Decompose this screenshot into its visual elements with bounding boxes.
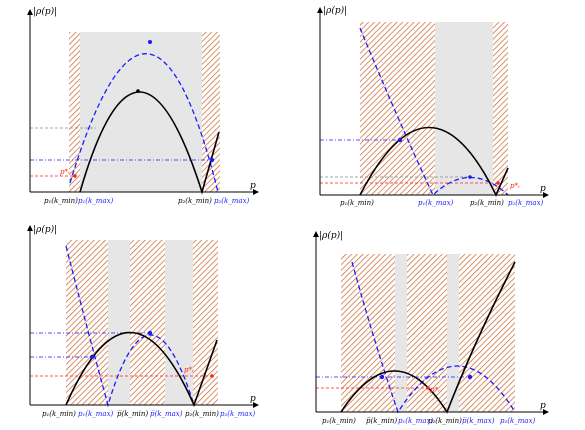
hatched-region: [360, 22, 435, 195]
x-tick-label: p₁(k_min): [44, 197, 78, 205]
x-tick-label: p₂(k_max): [220, 410, 256, 418]
x-tick-label: p₁(k_min): [42, 410, 76, 418]
optimal-annotation: p*ᵣ: [60, 168, 71, 176]
x-tick-label: p₁(k_min): [322, 417, 356, 425]
x-axis-label: p: [540, 184, 546, 194]
x-tick-label: p₂(k_min): [185, 410, 219, 418]
optimal-point: [73, 174, 77, 178]
kmin-curve: [359, 126, 509, 197]
intersection-point: [379, 374, 385, 380]
optimal-point: [426, 386, 430, 390]
x-axis-label: p: [250, 181, 256, 191]
optimal-annotation: p*ᵣ: [430, 386, 441, 394]
optimal-point: [210, 374, 214, 378]
gray-region: [447, 254, 459, 412]
x-tick-label: p₁(k_max): [418, 199, 454, 207]
intersection-point: [397, 137, 403, 143]
kmin-curve: [79, 91, 220, 195]
intersection-point: [467, 374, 473, 380]
x-tick-label: p₂(k_max): [214, 197, 250, 205]
x-tick-label: p₁(k_max): [78, 197, 114, 205]
x-tick-label: p₁(k_max): [78, 410, 114, 418]
x-tick-label: p₂(k_max): [500, 417, 536, 425]
x-tick-label: p̅(k_max): [150, 410, 183, 418]
gray-region: [108, 240, 130, 405]
hatched-region: [341, 254, 395, 412]
y-axis-label: |ρ(p)|: [33, 224, 57, 235]
hatched-region: [193, 240, 218, 405]
panel-top-right: |ρ(p)| p p*ᵣ p₁(k_min) p₁(k_max) p₂(k_mi…: [317, 5, 549, 207]
x-axis-label: p: [540, 401, 546, 411]
panel-bottom-right: |ρ(p)| p p*ᵣ p₁(k_min) p̅(k_min) p₁(k_ma…: [313, 230, 549, 425]
kmin-curve: [65, 331, 218, 408]
hatched-region: [493, 22, 508, 195]
kmin-peak-point: [468, 175, 472, 179]
x-tick-label: p₂(k_min): [470, 199, 504, 207]
x-tick-label: p̅(k_max): [462, 417, 495, 425]
x-axis-label: p: [250, 394, 256, 404]
kmax-curve: [359, 27, 509, 197]
y-axis-label: |ρ(p)|: [319, 230, 343, 241]
intersection-point: [209, 157, 215, 163]
optimal-annotation: p*ᵣ: [184, 366, 195, 374]
intersection-point: [89, 354, 95, 360]
hatched-region: [69, 32, 80, 192]
x-tick-label: p₁(k_min): [340, 199, 374, 207]
panel-top-left: |ρ(p)| p p*ᵣ p₁(k_min) p₁(k_max) p₂(k_mi…: [27, 6, 259, 205]
gray-region: [165, 240, 193, 405]
kmax-curve: [69, 53, 219, 193]
optimal-annotation: p*ᵣ: [510, 182, 521, 190]
hatched-region: [202, 32, 220, 192]
kmax-peak-point: [148, 40, 152, 44]
gray-region: [435, 22, 493, 195]
x-tick-label: p̅(k_min): [117, 410, 148, 418]
optimal-point: [496, 181, 500, 185]
intersection-point: [147, 330, 153, 336]
x-tick-label: p₂(k_max): [508, 199, 544, 207]
gray-region: [80, 32, 202, 192]
x-tick-label: p̅(k_min): [366, 417, 397, 425]
y-axis-label: |ρ(p)|: [33, 6, 57, 17]
hatched-region: [130, 240, 165, 405]
x-tick-label: p₂(k_min): [428, 417, 462, 425]
x-tick-label: p₂(k_min): [178, 197, 212, 205]
hatched-region: [66, 240, 108, 405]
panel-bottom-left: |ρ(p)| p p*ᵣ p₁(k_min) p₁(k_max) p̅(k_mi…: [27, 224, 259, 418]
y-axis-label: |ρ(p)|: [323, 5, 347, 16]
kmin-peak-point: [136, 89, 140, 93]
x-tick-label: p₁(k_max): [398, 417, 434, 425]
